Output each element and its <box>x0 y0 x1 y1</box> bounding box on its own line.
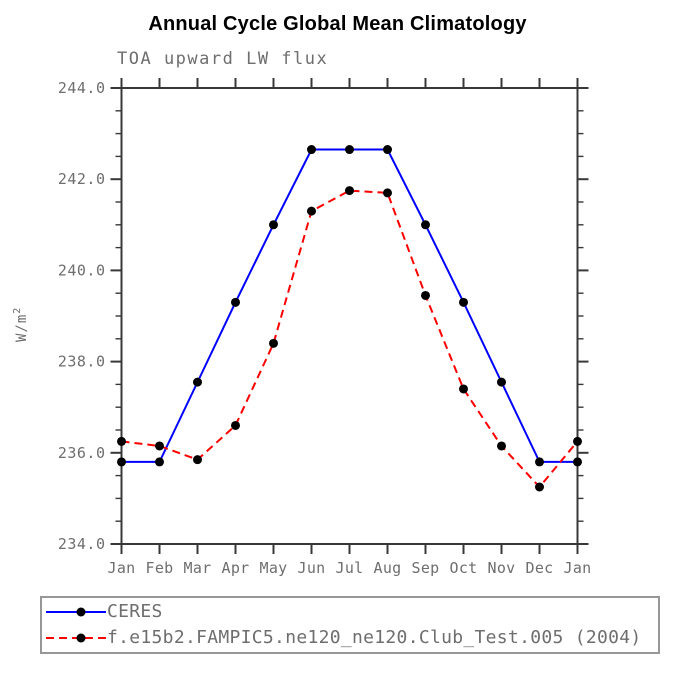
y-tick-label: 244.0 <box>58 79 106 97</box>
y-tick-label: 236.0 <box>58 444 106 462</box>
series-markers-1 <box>117 186 582 492</box>
x-tick-label: Jul <box>336 559 364 577</box>
legend-item-ceres: CERES <box>42 599 658 625</box>
x-tick-label: Jan <box>108 559 136 577</box>
x-tick-label: Sep <box>412 559 440 577</box>
x-tick-label: May <box>260 559 288 577</box>
x-tick-label: Oct <box>450 559 478 577</box>
y-tick-label: 234.0 <box>58 535 106 553</box>
y-axis-labels: 244.0 242.0 240.0 238.0 236.0 234.0 <box>58 79 106 553</box>
x-tick-label: Jun <box>298 559 326 577</box>
x-tick-label: Feb <box>146 559 174 577</box>
chart-title: Annual Cycle Global Mean Climatology <box>148 13 527 35</box>
y-axis-title: W/m2 <box>12 307 30 342</box>
x-tick-label: Nov <box>488 559 516 577</box>
chart-subtitle: TOA upward LW flux <box>117 49 329 69</box>
x-tick-label: Jan <box>564 559 592 577</box>
y-tick-label: 240.0 <box>58 261 106 279</box>
chart-legend: CERES f.e15b2.FAMPIC5.ne120_ne120.Club_T… <box>40 596 660 654</box>
dashed-line-marker-icon <box>46 633 106 643</box>
x-tick-label: Aug <box>374 559 402 577</box>
y-tick-label: 242.0 <box>58 170 106 188</box>
legend-item-model: f.e15b2.FAMPIC5.ne120_ne120.Club_Test.00… <box>42 625 658 651</box>
x-tick-label: Dec <box>526 559 554 577</box>
plot-axes <box>110 78 589 554</box>
solid-line-marker-icon <box>46 607 106 617</box>
y-tick-label: 238.0 <box>58 353 106 371</box>
x-tick-label: Mar <box>184 559 212 577</box>
series-line-1 <box>121 189 579 489</box>
series-line-0 <box>121 148 578 463</box>
legend-label-ceres: CERES <box>107 600 163 622</box>
x-tick-label: Apr <box>222 559 250 577</box>
legend-label-model: f.e15b2.FAMPIC5.ne120_ne120.Club_Test.00… <box>107 627 642 649</box>
x-axis-labels: Jan Feb Mar Apr May Jun Jul Aug Sep Oct Nov Dec Jan <box>108 559 592 577</box>
series-markers-0 <box>117 145 582 467</box>
